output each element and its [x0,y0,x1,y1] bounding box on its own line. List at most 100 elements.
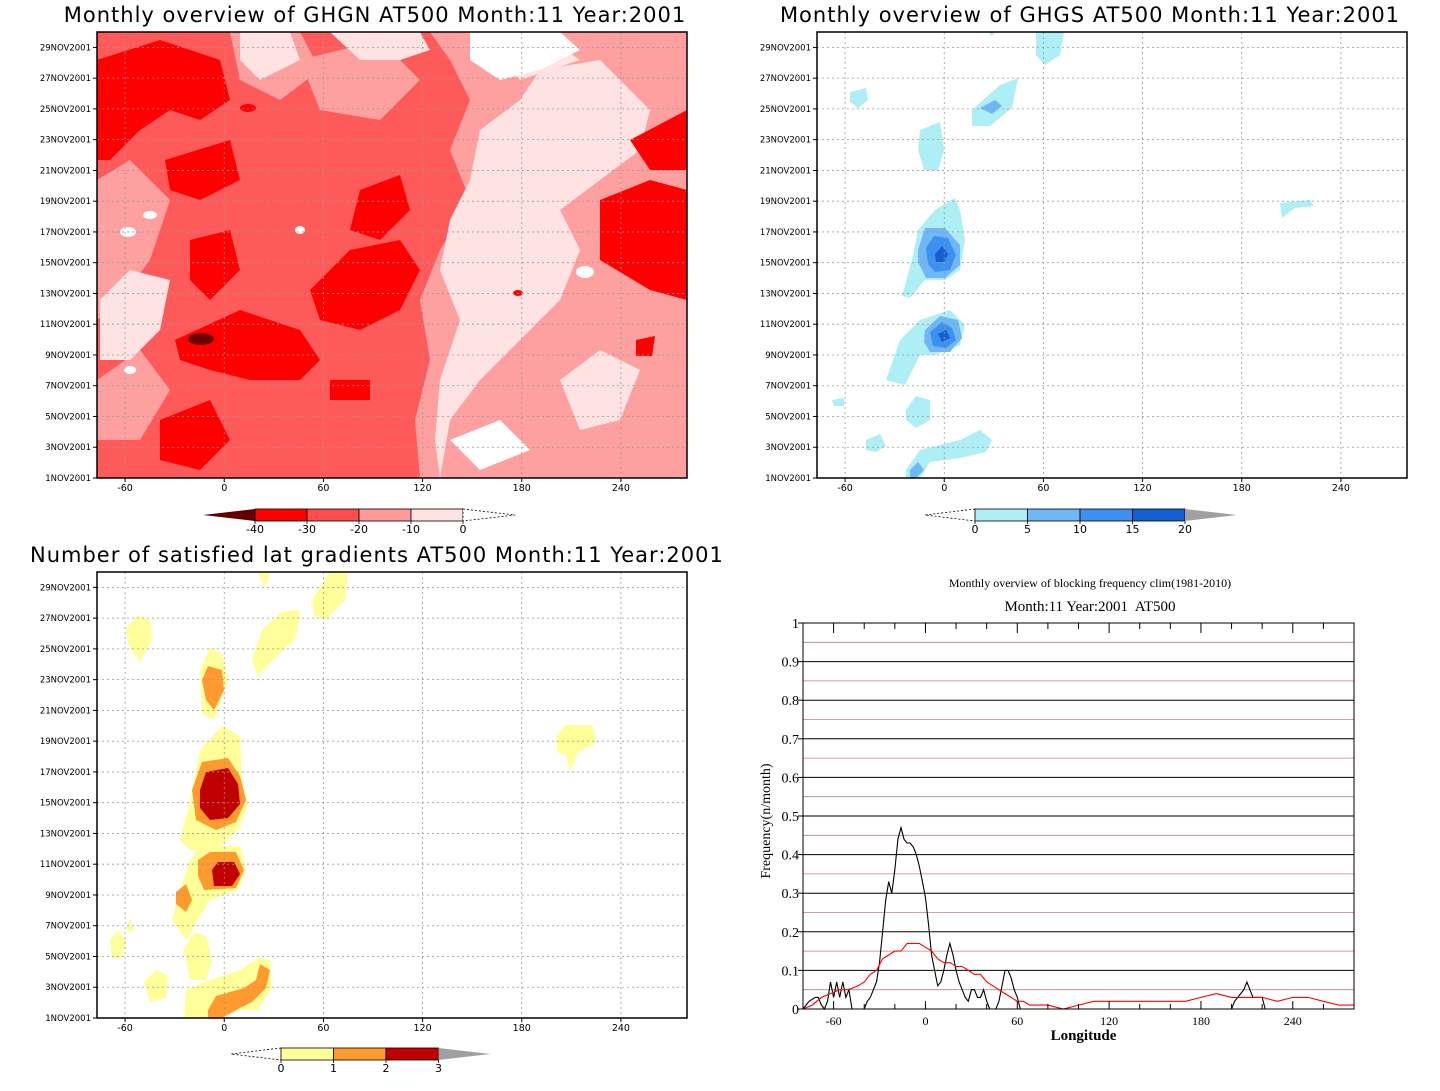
x-tick-label: 0 [221,483,227,494]
ghgn-chart: -60 0 60 120 180 240 1NOV2001 3NOV2001 5NOV2001 7… [40,31,688,536]
y-tick-label: 0 [792,1003,799,1018]
colorbar-label: 0 [972,523,979,536]
y-tick-label: 15NOV2001 [760,259,811,269]
x-tick-label: -60 [117,483,133,494]
colorbar-label: -10 [402,523,420,536]
y-tick-label: 1NOV2001 [45,474,91,484]
gradients-gridlines [97,572,687,1018]
y-tick-label: 25NOV2001 [40,645,91,655]
y-tick-label: 1NOV2001 [45,1014,91,1024]
colorbar-segment [1132,508,1186,522]
colorbar-segment [410,508,464,522]
y-tick-label: 13NOV2001 [40,289,91,299]
blocking-frequency-title: Monthly overview of blocking frequency c… [948,576,1232,590]
ghgn-field [97,32,687,478]
colorbar-arrow-high [462,508,516,522]
blocking-frequency-chart: 0 0.1 0.2 0.3 0.4 0.5 0.6 0.7 0.8 0.9 1 -60 0 60 120 18… [759,617,1355,1044]
ghgn-title: Monthly overview of GHGN AT500 Month:11 … [63,3,687,27]
colorbar-label: -30 [298,523,316,536]
x-tick-label: 240 [612,483,630,494]
x-tick-label: 0 [941,483,947,494]
y-tick-label: 1NOV2001 [765,474,811,484]
gradients-colorbar: 0 1 2 3 [230,1047,491,1075]
blocking-frequency-axes: 0 0.1 0.2 0.3 0.4 0.5 0.6 0.7 0.8 0.9 1 -60 0 60 120 18… [759,617,1355,1044]
colorbar-segment [358,508,412,522]
colorbar-arrow-high [438,1048,491,1060]
y-axis-label: Frequency(n/month) [759,763,774,878]
y-tick-label: 5NOV2001 [45,952,91,962]
y-tick-label: 0.8 [782,694,800,709]
y-tick-label: 19NOV2001 [40,197,91,207]
ghgn-frame [96,31,688,479]
x-tick-label: 120 [414,1023,432,1034]
x-tick-label: 180 [1233,483,1251,494]
y-tick-label: 17NOV2001 [760,228,811,238]
y-tick-label: 21NOV2001 [760,166,811,176]
colorbar-segment [1027,508,1081,522]
y-tick-label: 3NOV2001 [765,443,811,453]
y-tick-label: 5NOV2001 [765,412,811,422]
y-tick-label: 19NOV2001 [760,197,811,207]
y-tick-label: 11NOV2001 [40,860,91,870]
ghgn-colorbar: -40 -30 -20 -10 0 [203,508,516,536]
x-tick-label: 60 [317,1023,329,1034]
ghgs-frame [816,31,1408,479]
x-tick-label: -60 [117,1023,133,1034]
x-tick-label: 0 [221,1023,227,1034]
series-line-1 [802,942,1354,1010]
colorbar-segment [333,1047,387,1061]
gradients-panel: Number of satisfied lat gradients AT500 … [0,540,724,1091]
ghgs-panel: Monthly overview of GHGS AT500 Month:11 … [720,0,1440,545]
y-tick-label: 0.6 [782,771,800,786]
y-tick-label: 9NOV2001 [45,891,91,901]
y-tick-label: 7NOV2001 [45,922,91,932]
gradients-frame [96,571,688,1019]
ghgn-axes: -60 0 60 120 180 240 1NOV2001 3NOV2001 5NOV2001 7… [40,43,630,494]
colorbar-label: -20 [350,523,368,536]
y-tick-label: 23NOV2001 [40,136,91,146]
y-tick-label: 3NOV2001 [45,983,91,993]
blocking-frequency-subtitle: Month:11 Year:2001 AT500 [1004,599,1176,615]
y-tick-label: 29NOV2001 [40,43,91,53]
ghgs-colorbar: 0 5 10 15 20 [924,508,1237,536]
ghgs-axes: -60 0 60 120 180 240 1NOV2001 3NOV2001 5NOV2001 7… [760,43,1350,494]
y-tick-label: 3NOV2001 [45,443,91,453]
colorbar-segment [280,1047,334,1061]
x-tick-label: 120 [1100,1014,1118,1028]
y-tick-label: 9NOV2001 [765,351,811,361]
colorbar-arrow-low [924,508,976,522]
y-tick-label: 0.5 [782,810,800,825]
gradients-title: Number of satisfied lat gradients AT500 … [30,543,724,567]
colorbar-segment [1079,508,1133,522]
colorbar-arrow-low [203,509,255,521]
colorbar-arrow-low [230,1047,282,1061]
colorbar-segment [254,508,308,522]
ghgn-panel: Monthly overview of GHGN AT500 Month:11 … [0,0,720,545]
x-tick-label: 0 [922,1014,928,1028]
y-tick-label: 13NOV2001 [40,829,91,839]
y-tick-label: 0.2 [782,926,800,941]
y-tick-label: 23NOV2001 [40,676,91,686]
blocking-frequency-panel: Monthly overview of blocking frequency c… [720,560,1440,1091]
ghgs-chart: -60 0 60 120 180 240 1NOV2001 3NOV2001 5NOV2001 7… [760,31,1408,536]
colorbar-label: 20 [1178,523,1192,536]
y-tick-label: 27NOV2001 [40,74,91,84]
blocking-frequency-gridlines [803,641,1354,991]
colorbar-segment [306,508,360,522]
y-tick-label: 29NOV2001 [760,43,811,53]
x-tick-label: 180 [513,483,531,494]
x-tick-label: 240 [1332,483,1350,494]
y-tick-label: 11NOV2001 [40,320,91,330]
x-tick-label: 180 [1192,1014,1210,1028]
x-tick-label: 120 [414,483,432,494]
y-tick-label: 9NOV2001 [45,351,91,361]
colorbar-arrow-high [1185,509,1237,521]
gradients-axes: -60 0 60 120 180 240 1NOV2001 3NOV2001 5NOV2001 7… [40,583,630,1034]
y-tick-label: 15NOV2001 [40,799,91,809]
colorbar-label: 2 [383,1062,390,1075]
colorbar-label: 5 [1024,523,1031,536]
colorbar-label: 0 [278,1062,285,1075]
y-tick-label: 0.4 [782,849,800,864]
x-tick-label: -60 [837,483,853,494]
y-tick-label: 7NOV2001 [765,382,811,392]
